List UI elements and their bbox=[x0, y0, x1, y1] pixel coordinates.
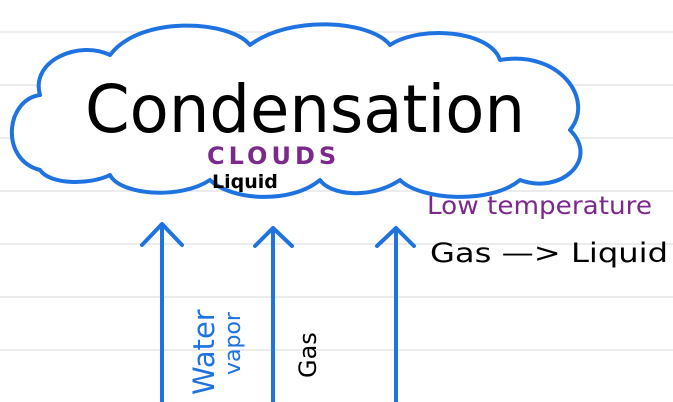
arrow bbox=[377, 228, 414, 402]
arrow-label: Water bbox=[187, 309, 221, 395]
cloud-label: CLOUDS bbox=[207, 142, 340, 170]
cloud-state: Liquid bbox=[212, 171, 278, 193]
arrow bbox=[255, 228, 292, 402]
title: Condensation bbox=[85, 71, 525, 148]
condition-note: Low temperature bbox=[427, 191, 652, 220]
arrows bbox=[142, 224, 414, 402]
note-page: Condensation CLOUDS Liquid Low temperatu… bbox=[0, 0, 673, 402]
arrow-label: vapor bbox=[221, 311, 246, 375]
arrow bbox=[142, 224, 182, 402]
arrow-label: Gas bbox=[294, 332, 322, 378]
change-note: Gas —> Liquid bbox=[430, 238, 668, 269]
